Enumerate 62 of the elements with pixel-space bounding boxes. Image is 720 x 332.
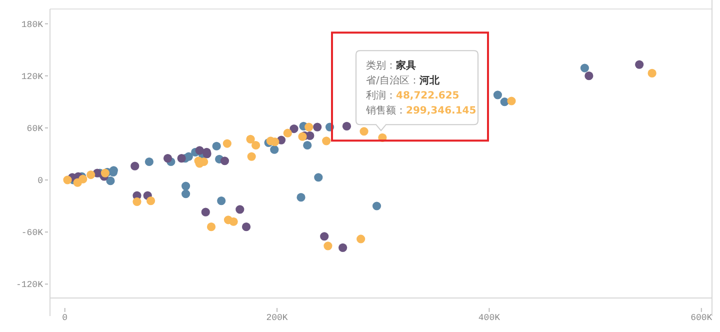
point [181, 190, 190, 198]
point [220, 156, 230, 166]
point [86, 170, 96, 180]
x-tick-label: 600K [690, 313, 713, 323]
point [303, 140, 312, 150]
y-tick-label: 120K [21, 72, 44, 82]
point [236, 205, 244, 214]
point [338, 243, 348, 252]
point [296, 193, 306, 202]
point [184, 152, 193, 161]
point [322, 136, 331, 146]
point [584, 72, 594, 80]
point [247, 152, 256, 161]
point [106, 176, 115, 186]
point [144, 157, 154, 166]
y-tick-label: 180K [21, 20, 44, 30]
point [217, 196, 226, 206]
point [507, 96, 516, 106]
annotation: 利润：48,722.625 [366, 90, 460, 102]
x-tick-label: 400K [478, 313, 501, 323]
point [246, 134, 255, 144]
point [635, 60, 644, 69]
point [212, 142, 221, 150]
point [320, 232, 329, 241]
annotation: 销售额：299,346.145 [365, 104, 476, 117]
point [314, 173, 323, 182]
point [270, 145, 279, 154]
point [304, 122, 314, 132]
point [181, 182, 190, 190]
point [206, 222, 216, 232]
point [313, 122, 322, 132]
point [324, 242, 332, 250]
point [580, 64, 589, 72]
point [163, 154, 172, 163]
point [493, 90, 502, 100]
point [146, 196, 156, 206]
point [177, 154, 186, 163]
point [132, 197, 142, 206]
point [342, 122, 352, 130]
point [201, 208, 210, 216]
point [242, 222, 251, 232]
y-tick-label: 0 [38, 176, 43, 186]
y-tick-label: -60K [21, 228, 44, 238]
point [372, 202, 382, 210]
y-tick-label: -120K [16, 280, 44, 290]
annotation: 省/自治区：河北 [366, 74, 440, 87]
point [195, 146, 204, 155]
x-tick-label: 200K [266, 313, 288, 323]
point [130, 162, 140, 170]
point [290, 124, 298, 134]
point [222, 139, 232, 148]
annotation: 类别：家具 [366, 60, 416, 72]
y-tick-label: 60K [26, 124, 44, 134]
point [63, 176, 72, 184]
point [283, 128, 292, 138]
point [229, 217, 238, 226]
point [648, 68, 656, 78]
x-tick-label: 0 [62, 313, 68, 323]
point [356, 234, 366, 244]
point [78, 174, 88, 184]
point [360, 127, 368, 136]
point [252, 140, 260, 150]
